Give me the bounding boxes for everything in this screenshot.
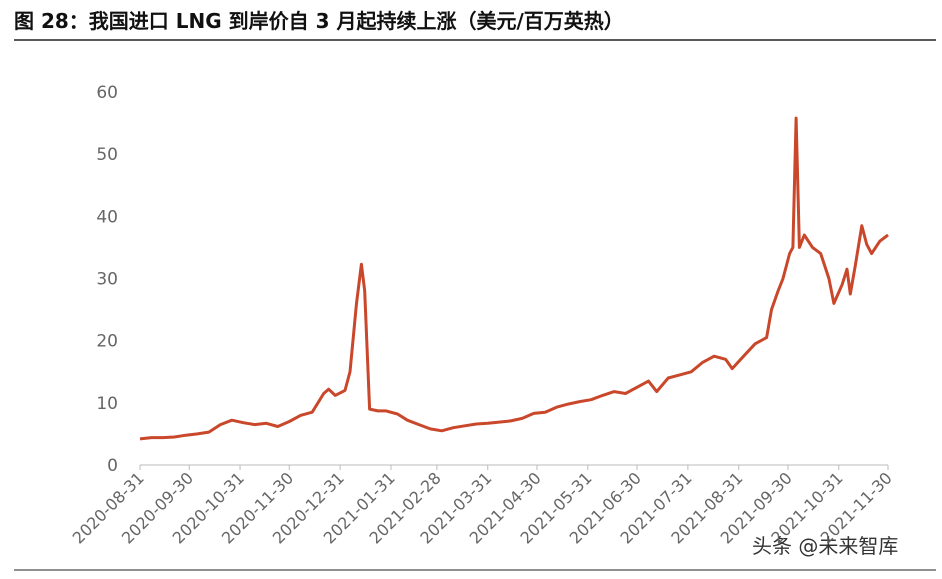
- y-tick-label: 60: [96, 83, 118, 103]
- y-tick-label: 10: [96, 394, 118, 414]
- y-tick-label: 40: [96, 207, 118, 227]
- chart-title: 图 28：我国进口 LNG 到岸价自 3 月起持续上涨（美元/百万英热）: [14, 9, 624, 33]
- line: [139, 116, 889, 441]
- y-tick-label: 30: [96, 270, 118, 290]
- y-tick-label: 50: [96, 145, 118, 165]
- y-tick-label: 0: [107, 456, 118, 476]
- y-tick-label: 20: [96, 332, 118, 352]
- watermark: 头条 @未来智库: [752, 534, 898, 558]
